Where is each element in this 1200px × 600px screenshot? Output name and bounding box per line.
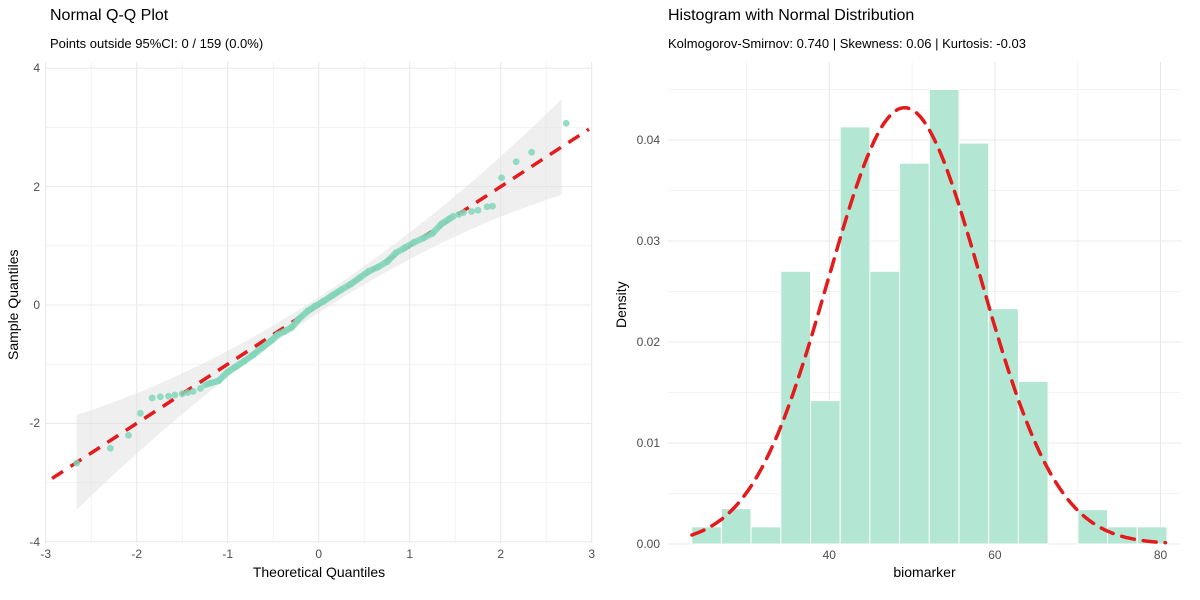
- qq-sample-point: [459, 209, 467, 217]
- histogram-bar: [869, 270, 901, 545]
- histogram-bar: [691, 526, 722, 545]
- qq-plot-title: Normal Q-Q Plot: [50, 7, 169, 24]
- hist-x-tick-label: 40: [822, 548, 836, 562]
- hist-x-tick-label: 80: [1153, 548, 1168, 562]
- histogram-bar: [720, 508, 752, 545]
- normal-curve: [690, 105, 1168, 545]
- hist-y-tick-label: 0.04: [636, 133, 660, 147]
- qq-sample-point: [178, 390, 186, 398]
- qq-plot-subtitle: Points outside 95%CI: 0 / 159 (0.0%): [50, 36, 264, 51]
- qq-sample-point: [165, 392, 172, 400]
- qq-sample-point: [73, 459, 81, 467]
- qq-sample-point: [483, 203, 491, 211]
- hist-y-tick-label: 0.02: [636, 335, 660, 349]
- qq-x-tick-label: 0: [315, 547, 323, 561]
- histogram-subtitle: Kolmogorov-Smirnov: 0.740 | Skewness: 0.…: [668, 36, 1026, 51]
- histogram-bar: [958, 142, 990, 545]
- qq-sample-point: [474, 206, 482, 214]
- qq-y-tick-label: 2: [33, 179, 40, 194]
- qq-sample-point: [562, 119, 570, 127]
- qq-sample-point: [449, 212, 457, 220]
- histogram-bar: [988, 308, 1019, 545]
- hist-y-tick-label: 0.01: [636, 436, 660, 450]
- qq-x-tick-label: -2: [131, 547, 143, 561]
- hist-y-tick-label: 0.03: [636, 234, 660, 248]
- qq-sample-point: [148, 394, 156, 402]
- histogram-bar: [810, 400, 841, 545]
- qq-sample-point: [106, 444, 114, 452]
- histogram-bar: [899, 162, 930, 545]
- qq-sample-point: [489, 202, 496, 210]
- histogram-x-axis-title: biomarker: [893, 564, 956, 580]
- qq-y-tick-label: -2: [29, 416, 40, 431]
- histogram-bar: [750, 526, 782, 545]
- qq-sample-point: [184, 389, 192, 397]
- qq-x-tick-label: 2: [497, 547, 505, 561]
- qq-sample-point: [189, 388, 197, 395]
- qq-sample-point: [197, 385, 204, 392]
- qq-x-tick-label: -1: [222, 547, 234, 561]
- qq-x-tick-label: 3: [588, 547, 596, 561]
- hist-x-tick-label: 60: [988, 548, 1002, 562]
- hist-y-tick-label: 0.00: [636, 537, 660, 551]
- qq-x-tick-label: 1: [406, 547, 414, 561]
- qq-sample-point: [156, 393, 164, 401]
- qq-sample-point: [125, 431, 132, 439]
- qq-sample-point: [468, 208, 475, 215]
- qq-sample-point: [136, 409, 144, 417]
- qq-y-tick-label: 4: [33, 61, 40, 76]
- histogram-bar: [780, 270, 812, 545]
- qq-sample-point: [498, 174, 506, 182]
- qq-x-axis-title: Theoretical Quantiles: [252, 564, 386, 580]
- histogram-bar: [839, 126, 871, 545]
- qq-y-tick-label: 0: [33, 298, 40, 312]
- qq-sample-point: [171, 391, 179, 399]
- histogram-bar: [928, 89, 960, 545]
- histogram-title: Histogram with Normal Distribution: [668, 7, 915, 24]
- qq-sample-point: [528, 148, 536, 156]
- histogram-y-axis-title: Density: [613, 281, 629, 329]
- qq-sample-point: [512, 158, 520, 166]
- qq-x-tick-label: -3: [40, 547, 52, 561]
- qq-y-tick-label: -4: [29, 534, 40, 549]
